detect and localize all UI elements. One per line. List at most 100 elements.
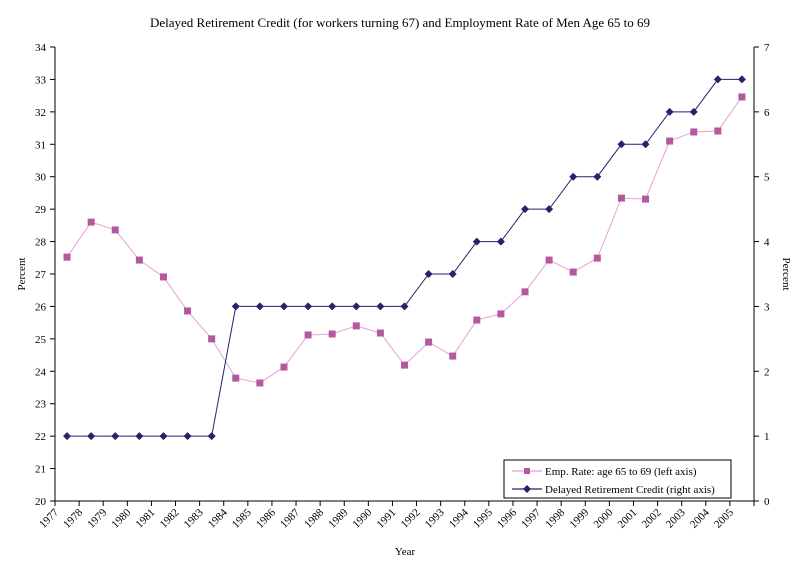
data-point-emp-rate [111, 226, 119, 234]
x-tick-label: 1998 [543, 506, 567, 530]
data-point-emp-rate [63, 253, 71, 261]
data-point-drc [569, 172, 578, 181]
x-tick-label: 1996 [495, 506, 519, 530]
x-tick-label: 1983 [182, 506, 206, 530]
x-tick-label: 1994 [447, 506, 471, 530]
data-point-emp-rate [401, 361, 408, 369]
data-point-drc [689, 107, 698, 116]
y-tick-label-left: 33 [35, 74, 47, 86]
y-tick-label-right: 6 [764, 107, 770, 119]
x-tick-label: 2001 [616, 507, 640, 531]
series-line-emp-rate [66, 96, 743, 384]
data-point-drc [713, 75, 722, 84]
data-point-emp-rate [376, 329, 384, 337]
data-point-drc [593, 172, 602, 181]
x-tick-label: 1999 [567, 506, 591, 530]
x-tick-label: 1985 [230, 506, 254, 530]
x-tick-label: 1981 [133, 507, 157, 531]
x-tick-label: 1991 [375, 507, 399, 531]
data-point-drc [641, 140, 650, 149]
data-point-drc [183, 432, 192, 441]
legend-label-drc: Delayed Retirement Credit (right axis) [545, 484, 715, 496]
data-point-emp-rate [497, 310, 505, 318]
x-tick-label: 1982 [158, 507, 182, 531]
data-point-drc [545, 205, 554, 214]
data-point-emp-rate [690, 128, 698, 136]
chart-title: Delayed Retirement Credit (for workers t… [150, 15, 650, 30]
y-tick-label-left: 24 [35, 366, 47, 378]
y-tick-label-left: 27 [35, 269, 47, 281]
x-tick-label: 1993 [423, 506, 447, 530]
legend: Emp. Rate: age 65 to 69 (left axis) Dela… [503, 459, 732, 499]
data-point-emp-rate [666, 137, 674, 145]
data-point-drc [496, 237, 505, 246]
data-point-emp-rate [304, 331, 312, 339]
y-tick-label-right: 3 [764, 301, 770, 313]
y-tick-label-right: 0 [764, 496, 770, 508]
x-tick-label: 1987 [278, 506, 302, 530]
y-tick-label-left: 34 [35, 42, 47, 54]
x-tick-label: 1989 [326, 506, 350, 530]
data-point-emp-rate [352, 322, 360, 330]
data-point-emp-rate [545, 256, 553, 264]
y-tick-label-right: 4 [764, 237, 770, 249]
data-point-drc [737, 75, 746, 84]
data-point-emp-rate [87, 218, 95, 226]
y-tick-label-left: 26 [35, 301, 47, 313]
y-axis-label-left: Percent [16, 258, 28, 291]
data-point-emp-rate [232, 374, 240, 382]
y-tick-label-right: 7 [764, 42, 770, 54]
y-tick-label-left: 29 [35, 204, 47, 216]
data-point-drc [255, 302, 264, 311]
x-tick-label: 1978 [61, 506, 85, 530]
data-point-drc [424, 270, 433, 278]
x-tick-label: 2003 [664, 506, 688, 530]
x-tick-label: 1988 [302, 506, 326, 530]
series-line-drc [67, 78, 742, 437]
x-tick-label: 1977 [37, 506, 61, 530]
y-tick-label-right: 5 [764, 172, 770, 184]
y-tick-label-left: 31 [35, 139, 46, 151]
data-point-emp-rate [208, 335, 216, 343]
legend-label-emp-rate: Emp. Rate: age 65 to 69 (left axis) [545, 466, 697, 478]
y-tick-label-left: 32 [35, 107, 46, 119]
x-tick-label: 1984 [206, 506, 230, 530]
data-point-drc [665, 107, 674, 116]
x-tick-label: 2000 [591, 506, 615, 530]
x-tick-label: 1980 [109, 506, 133, 530]
y-tick-label-left: 23 [35, 399, 47, 411]
y-tick-label-left: 22 [35, 431, 46, 443]
data-point-drc [304, 302, 313, 311]
data-point-drc [87, 432, 96, 441]
y-tick-label-right: 2 [764, 366, 770, 378]
data-point-emp-rate [159, 273, 167, 281]
y-tick-label-left: 25 [35, 334, 47, 346]
data-point-drc [472, 237, 481, 246]
x-tick-label: 1979 [85, 506, 109, 530]
data-point-emp-rate [280, 363, 288, 371]
x-tick-label: 2004 [688, 506, 712, 530]
x-tick-label: 1997 [519, 506, 543, 530]
data-point-drc [328, 302, 337, 311]
data-point-emp-rate [184, 307, 192, 315]
data-point-drc [352, 302, 361, 311]
x-tick-label: 1986 [254, 506, 278, 530]
data-point-drc [279, 302, 288, 311]
legend-marker-diamond [523, 485, 531, 493]
data-point-emp-rate [473, 316, 481, 324]
y-tick-label-left: 20 [35, 496, 47, 508]
data-point-drc [231, 302, 240, 311]
data-point-emp-rate [521, 288, 529, 296]
data-point-emp-rate [569, 268, 577, 276]
data-point-drc [376, 302, 385, 311]
x-tick-label: 2005 [712, 506, 736, 530]
y-tick-label-left: 28 [35, 237, 47, 249]
x-axis-label: Year [395, 546, 416, 558]
data-point-emp-rate [425, 338, 433, 346]
data-point-emp-rate [135, 256, 143, 264]
data-point-emp-rate [449, 352, 457, 360]
data-point-emp-rate [256, 379, 264, 387]
data-point-drc [111, 432, 120, 441]
